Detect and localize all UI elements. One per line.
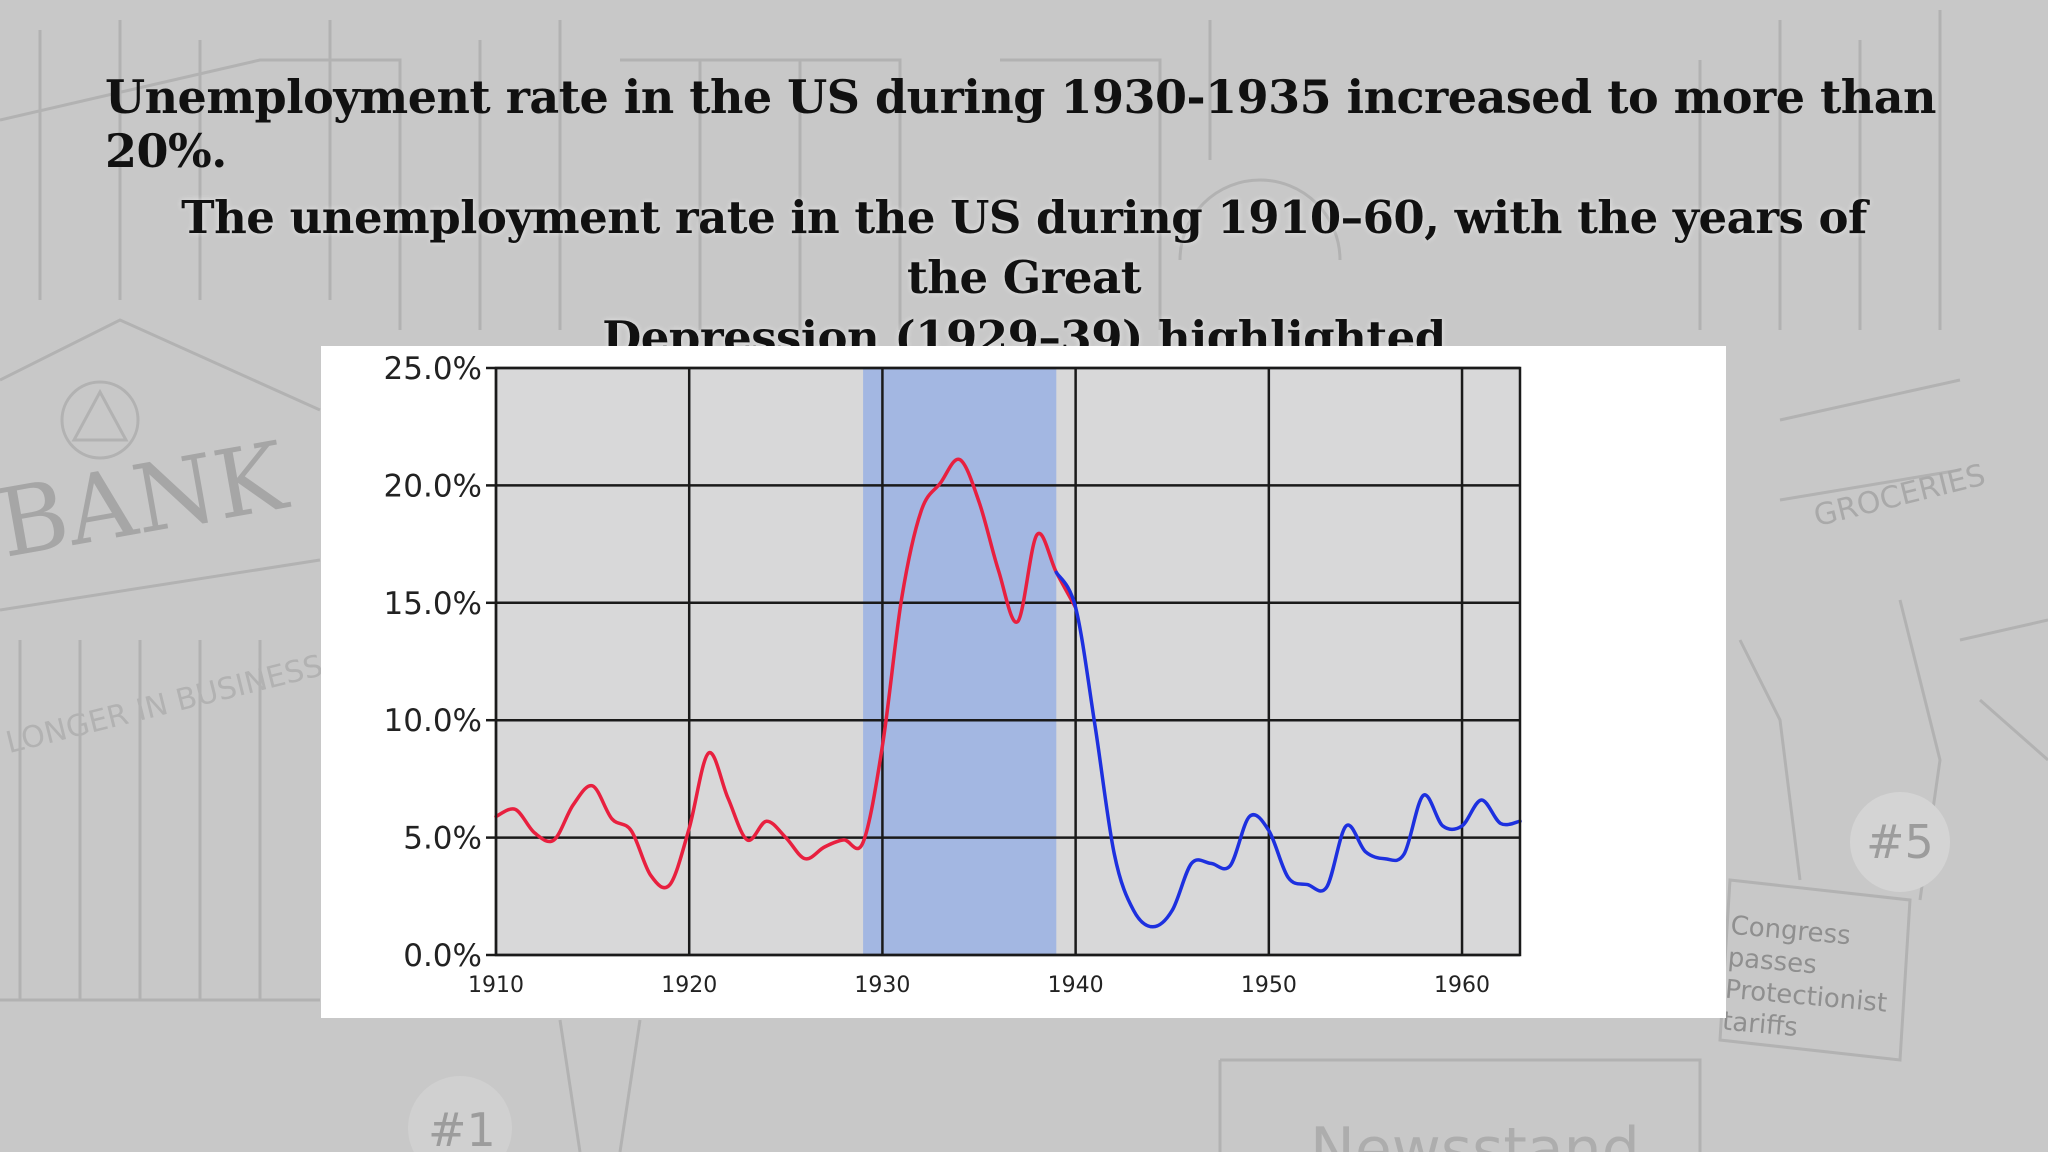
slide-subtitle: The unemployment rate in the US during 1… (150, 188, 1898, 368)
y-tick-label-15: 15.0% (384, 586, 482, 622)
series-line-1 (494, 457, 1078, 890)
x-tick-label-1950: 1950 (1241, 973, 1297, 998)
y-tick-label-5: 5.0% (403, 821, 482, 857)
x-tick-label-1910: 1910 (468, 973, 524, 998)
x-tick-label-1930: 1930 (854, 973, 910, 998)
y-tick-label-10: 10.0% (384, 703, 482, 739)
unemployment-line-chart: 1910 1920 1930 1940 1950 1960 0.0% 5.0% 10.0% 15.… (384, 351, 1522, 998)
y-tick-label-0: 0.0% (403, 938, 482, 974)
plot-frame (494, 366, 1522, 957)
y-tick-label-25: 25.0% (384, 351, 482, 387)
x-tick-label-1940: 1940 (1048, 973, 1104, 998)
congress-sign-line-4: tariffs (1721, 1007, 1799, 1043)
series-line-2 (1054, 570, 1522, 929)
chart-panel: 1910 1920 1930 1940 1950 1960 0.0% 5.0% 10.0% 15.… (321, 346, 1726, 1018)
y-tick-label-20: 20.0% (384, 468, 482, 504)
slide-headline: Unemployment rate in the US during 1930-… (105, 70, 1936, 178)
newsstand-sign-text: Newsstand (1310, 1115, 1640, 1152)
x-tick-label-1960: 1960 (1434, 973, 1490, 998)
marker-5-text: #5 (1866, 815, 1934, 869)
great-depression-highlight (863, 368, 1057, 955)
x-tick-label-1920: 1920 (661, 973, 717, 998)
marker-1-text: #1 (428, 1103, 496, 1152)
subtitle-line-1: The unemployment rate in the US during 1… (181, 191, 1867, 304)
